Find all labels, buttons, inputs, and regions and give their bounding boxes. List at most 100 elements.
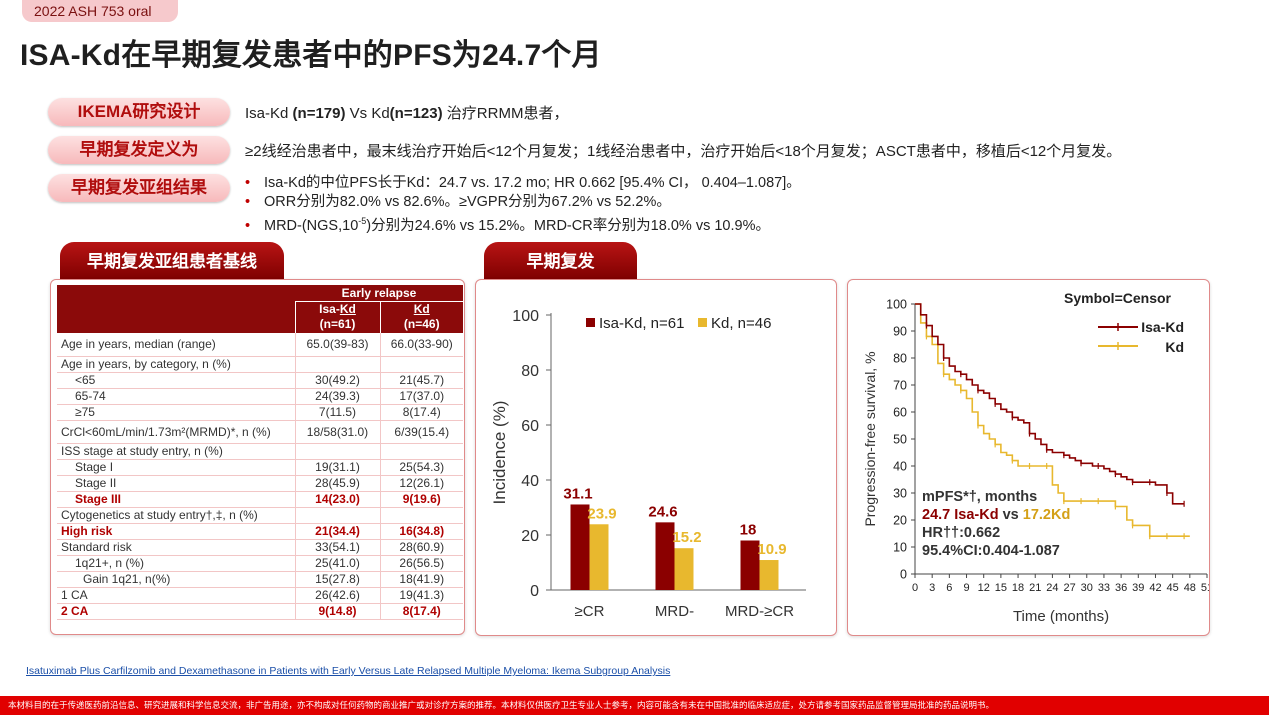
y-tick-label: 20 — [893, 514, 907, 528]
y-tick-label: 0 — [900, 568, 907, 582]
table-header-empty — [57, 285, 295, 333]
x-tick-label: 42 — [1149, 582, 1161, 594]
table-row: Standard risk 33(54.1) 28(60.9) — [57, 539, 463, 556]
y-tick-label: 20 — [521, 528, 539, 545]
table-row: CrCl<60mL/min/1.73m²(MRMD)*, n (%) 18/58(… — [57, 419, 463, 444]
bar-isa-kd — [570, 504, 590, 590]
x-tick-label: 48 — [1184, 582, 1196, 594]
y-tick-label: 100 — [886, 298, 907, 312]
censor-label: Symbol=Censor — [1064, 290, 1171, 306]
km-curve-kd — [915, 303, 1190, 537]
km-panel — [847, 279, 1210, 636]
x-tick-label: MRD-≥CR — [725, 603, 794, 620]
bar-value-label: 24.6 — [648, 503, 677, 520]
bar-isa-kd — [740, 540, 760, 590]
x-tick-label: 21 — [1029, 582, 1041, 594]
table-row: Age in years, by category, n (%) — [57, 356, 463, 373]
mpfs-title: mPFS*†, months — [922, 489, 1038, 505]
bar-value-label: 10.9 — [757, 541, 786, 558]
table-row: 1q21+, n (%) 25(41.0) 26(56.5) — [57, 555, 463, 572]
x-tick-label: 12 — [978, 582, 990, 594]
bar-value-label: 18 — [740, 522, 757, 539]
x-tick-label: 39 — [1132, 582, 1144, 594]
y-tick-label: 60 — [521, 418, 539, 435]
legend-swatch-kd — [698, 318, 707, 327]
x-tick-label: 36 — [1115, 582, 1127, 594]
bar-value-label: 31.1 — [563, 485, 592, 502]
bar-kd — [759, 560, 779, 590]
x-axis-label: Time (months) — [1013, 608, 1109, 625]
table-row: ≥75 7(11.5) 8(17.4) — [57, 404, 463, 421]
result-bullet-2: • ORR分别为82.0% vs 82.6%。≥VGPR分别为67.2% vs 5… — [245, 194, 671, 210]
x-tick-label: ≥CR — [575, 603, 605, 620]
y-axis-label: Incidence (%) — [490, 401, 509, 505]
table-row: Stage II 28(45.9) 12(26.1) — [57, 475, 463, 492]
table-row: Age in years, median (range) 65.0(39-83) 6… — [57, 333, 463, 357]
y-tick-label: 30 — [893, 487, 907, 501]
bar-value-label: 15.2 — [672, 529, 701, 546]
result-bullet-3: • MRD-(NGS,10-5)分别为24.6% vs 15.2%。MRD-CR率… — [245, 216, 770, 234]
y-tick-label: 40 — [521, 473, 539, 490]
km-legend-kd: Kd — [1165, 339, 1184, 355]
hr-value: HR††:0.662 — [922, 525, 1001, 541]
legend-label-kd: Kd, n=46 — [711, 315, 771, 332]
table-row: Gain 1q21, n(%) 15(27.8) 18(41.9) — [57, 571, 463, 588]
x-tick-label: 51 — [1201, 582, 1209, 594]
design-pill: IKEMA研究设计 — [48, 98, 230, 126]
conference-tag: 2022 ASH 753 oral — [22, 0, 178, 22]
table-header-isa: Isa-Kd (n=61) — [294, 301, 380, 333]
table-row: <65 30(49.2) 21(45.7) — [57, 372, 463, 389]
table-row: Cytogenetics at study entry†,‡, n (%) — [57, 506, 463, 524]
bar-chart: 0 20 40 60 80 100 Incidence (%) 31.1 23.9 ≥CR 24.6… — [476, 280, 836, 635]
x-tick-label: 18 — [1012, 582, 1024, 594]
table-row: Stage I 19(31.1) 25(54.3) — [57, 459, 463, 476]
table-row: High risk 21(34.4) 16(34.8) — [57, 523, 463, 540]
mpfs-values: 24.7 Isa-Kd vs 17.2Kd — [922, 507, 1071, 523]
table-row: Stage III 14(23.0) 9(19.6) — [57, 491, 463, 508]
y-tick-label: 90 — [893, 325, 907, 339]
y-tick-label: 80 — [893, 352, 907, 366]
mpfs-annotation: mPFS*†, months 24.7 Isa-Kd vs 17.2Kd HR†… — [922, 488, 1070, 560]
table-row: 65-74 24(39.3) 17(37.0) — [57, 388, 463, 405]
x-tick-label: 3 — [929, 582, 935, 594]
definition-pill: 早期复发定义为 — [48, 136, 230, 164]
bar-isa-kd — [655, 522, 675, 590]
disclaimer-footer: 本材料目的在于传递医药前沿信息、研究进展和科学信息交流，非广告用途，亦不构成对任… — [0, 696, 1269, 715]
y-tick-label: 10 — [893, 541, 907, 555]
reference-link[interactable]: Isatuximab Plus Carfilzomib and Dexameth… — [26, 665, 671, 677]
definition-text: ≥2线经治患者中，最末线治疗开始后<12个月复发；1线经治患者中，治疗开始后<1… — [245, 143, 1122, 160]
baseline-tab: 早期复发亚组患者基线 — [60, 242, 284, 280]
y-tick-label: 100 — [512, 308, 539, 325]
bar-chart-svg: 0 20 40 60 80 100 Incidence (%) 31.1 23.9 ≥CR 24.6… — [490, 308, 806, 620]
page-title: ISA-Kd在早期复发患者中的PFS为24.7个月 — [20, 39, 602, 72]
x-tick-label: MRD- — [655, 603, 694, 620]
km-chart: 0 10 20 30 40 50 60 70 80 90 100 0 3 6 9 12 15 18 21 24 27 30… — [848, 280, 1213, 635]
table-row: 2 CA 9(14.8) 8(17.4) — [57, 603, 463, 620]
result-bullet-1: • Isa-Kd的中位PFS长于Kd：24.7 vs. 17.2 mo; HR 0… — [245, 175, 801, 191]
y-tick-label: 60 — [893, 406, 907, 420]
x-tick-label: 9 — [963, 582, 969, 594]
km-curve-isa-kd — [915, 303, 1185, 505]
x-tick-label: 15 — [995, 582, 1007, 594]
km-legend-isa: Isa-Kd — [1141, 319, 1184, 335]
x-tick-label: 24 — [1046, 582, 1058, 594]
table-header-kd: Kd (n=46) — [379, 301, 463, 333]
early-relapse-tab: 早期复发 — [484, 242, 637, 280]
km-legend: Isa-Kd Kd — [1096, 317, 1184, 357]
x-tick-label: 0 — [912, 582, 918, 594]
y-tick-label: 80 — [521, 363, 539, 380]
y-tick-label: 40 — [893, 460, 907, 474]
table-row: ISS stage at study entry, n (%) — [57, 442, 463, 460]
legend-label-isa: Isa-Kd, n=61 — [599, 315, 684, 332]
table-header-early-relapse: Early relapse — [295, 285, 463, 302]
y-tick-label: 50 — [893, 433, 907, 447]
x-tick-label: 45 — [1167, 582, 1179, 594]
ci-value: 95.4%CI:0.404-1.087 — [922, 543, 1060, 559]
y-tick-label: 70 — [893, 379, 907, 393]
table-row: 1 CA 26(42.6) 19(41.3) — [57, 587, 463, 604]
results-pill: 早期复发亚组结果 — [48, 174, 230, 202]
x-tick-label: 6 — [946, 582, 952, 594]
bar-kd — [674, 548, 694, 590]
x-tick-label: 33 — [1098, 582, 1110, 594]
